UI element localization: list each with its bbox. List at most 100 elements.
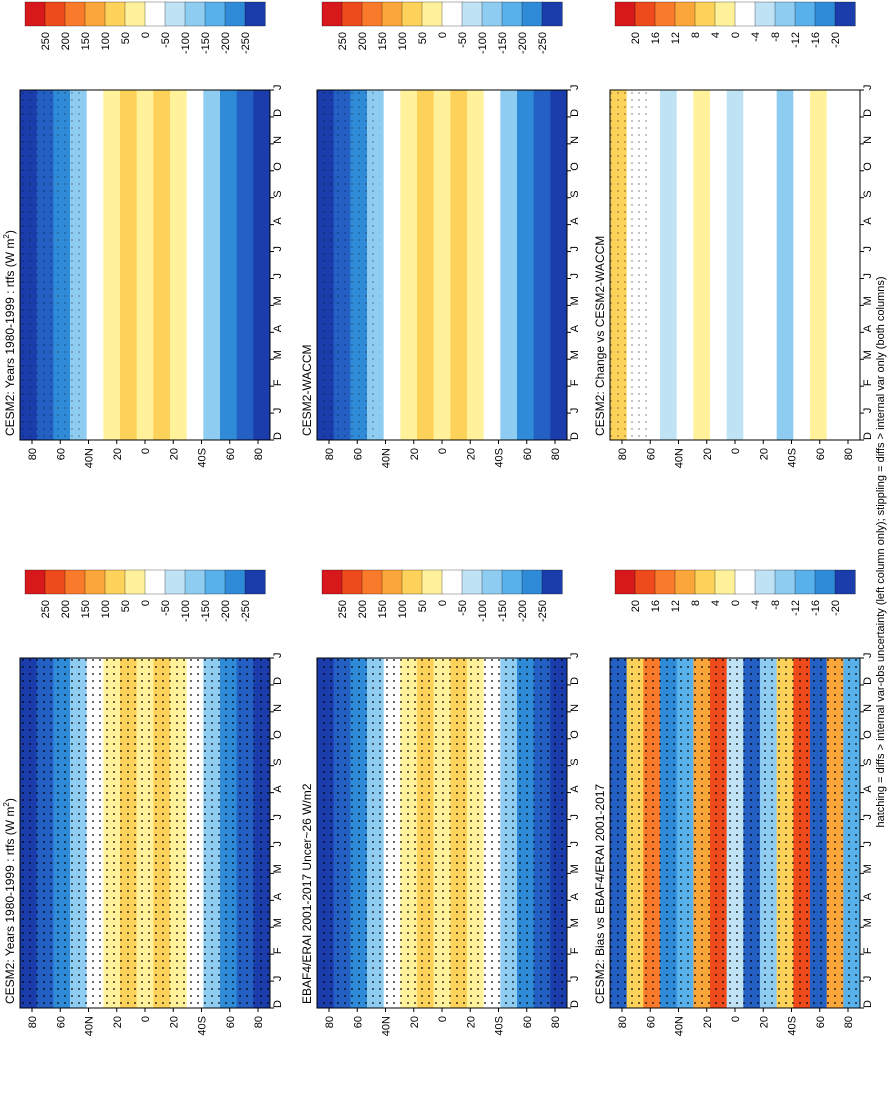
month-label: D — [272, 677, 284, 685]
colorbar-label: 50 — [120, 32, 132, 44]
colorbar-swatch — [144, 569, 166, 595]
month-label: J — [862, 85, 874, 91]
colorbar-swatch — [381, 1, 403, 27]
colorbar-label: 50 — [417, 600, 429, 612]
colorbar-swatch — [674, 1, 696, 27]
month-label: O — [569, 730, 581, 739]
month-label: J — [272, 273, 284, 279]
colorbar-label: 250 — [40, 600, 52, 618]
lat-label: 80 — [253, 1016, 265, 1028]
colorbar-label: 250 — [337, 600, 349, 618]
lat-band — [220, 90, 238, 440]
lat-band — [710, 90, 728, 440]
colorbar-swatch — [694, 1, 716, 27]
month-label: M — [862, 350, 874, 359]
lat-label: 80 — [27, 1016, 39, 1028]
month-label: N — [569, 704, 581, 712]
month-label: M — [569, 350, 581, 359]
lat-band — [793, 90, 811, 440]
month-label: F — [569, 379, 581, 386]
colorbar-label: -50 — [160, 32, 172, 48]
lat-band — [533, 90, 551, 440]
lat-label: 60 — [815, 448, 827, 460]
colorbar: 250 200 150 100 50 0 -50 -100 -150 -200 -250 — [24, 569, 266, 622]
colorbar-swatch — [614, 1, 636, 27]
colorbar-swatch — [84, 1, 106, 27]
lat-band — [726, 90, 744, 440]
month-label: O — [569, 162, 581, 171]
colorbar-label: 0 — [140, 600, 152, 606]
figure-footnote: hatching = diffs > internal var-obs unce… — [875, 276, 887, 827]
colorbar-swatch — [144, 1, 166, 27]
colorbar: 250 200 150 100 50 0 -50 -100 -150 -200 -250 — [321, 569, 563, 622]
colorbar-label: -16 — [810, 600, 822, 616]
month-label: A — [272, 785, 284, 793]
colorbar-swatch — [164, 569, 186, 595]
month-label: A — [569, 892, 581, 900]
lat-label: 20 — [758, 1016, 770, 1028]
colorbar-swatch — [321, 1, 343, 27]
colorbar-label: 50 — [417, 32, 429, 44]
colorbar-label: -20 — [830, 32, 842, 48]
lat-label: 40S — [197, 448, 209, 468]
lat-band — [467, 90, 485, 440]
lat-label: 40S — [197, 1016, 209, 1036]
colorbar-swatch — [184, 1, 206, 27]
colorbar-swatch — [204, 569, 226, 595]
panel-title: CESM2: Change vs CESM2-WACCM — [593, 236, 607, 436]
month-label: A — [272, 892, 284, 900]
colorbar: 20 16 12 8 4 0 -4 -8 -12 -16 -20 — [614, 569, 856, 616]
lat-band — [236, 90, 254, 440]
colorbar-swatch — [441, 569, 463, 595]
month-label: D — [862, 1000, 874, 1008]
colorbar-swatch — [694, 569, 716, 595]
colorbar-swatch — [224, 569, 246, 595]
panel-title-text: CESM2: Bias vs EBAF4/ERAI 2001-2017 — [593, 784, 607, 1004]
stipple-region — [317, 658, 567, 1008]
lat-label: 0 — [437, 448, 449, 454]
colorbar-swatch — [814, 569, 836, 595]
lat-label: 60 — [225, 448, 237, 460]
colorbar-swatch — [401, 1, 423, 27]
colorbar-label: -50 — [457, 32, 469, 48]
lat-label: 0 — [730, 1016, 742, 1022]
colorbar-label: 150 — [80, 32, 92, 50]
month-label: J — [569, 976, 581, 982]
lat-label: 80 — [324, 1016, 336, 1028]
month-label: J — [272, 976, 284, 982]
lat-band — [826, 90, 844, 440]
colorbar-swatch — [501, 1, 523, 27]
lat-label: 40S — [787, 448, 799, 468]
colorbar-label: -50 — [457, 600, 469, 616]
month-label: J — [569, 841, 581, 847]
stipple-region — [610, 90, 650, 440]
lat-band — [86, 90, 104, 440]
month-label: M — [569, 296, 581, 305]
colorbar-label: 200 — [357, 32, 369, 50]
month-label: M — [569, 918, 581, 927]
colorbar-swatch — [794, 1, 816, 27]
colorbar-swatch — [104, 569, 126, 595]
colorbar-label: -200 — [517, 600, 529, 622]
panel-title: CESM2: Years 1980-1999 : rtfs (W m2) — [2, 798, 17, 1004]
lat-label: 20 — [112, 448, 124, 460]
colorbar: 250 200 150 100 50 0 -50 -100 -150 -200 -250 — [321, 1, 563, 54]
colorbar-label: 4 — [710, 32, 722, 38]
month-label: A — [272, 217, 284, 225]
lat-label: 80 — [550, 448, 562, 460]
colorbar-label: -100 — [180, 600, 192, 622]
colorbar-swatch — [754, 569, 776, 595]
colorbar-label: -150 — [200, 32, 212, 54]
colorbar-label: 250 — [337, 32, 349, 50]
colorbar-label: -100 — [180, 32, 192, 54]
colorbar-swatch — [521, 569, 543, 595]
colorbar-label: 100 — [397, 32, 409, 50]
month-label: J — [569, 408, 581, 414]
month-label: J — [272, 814, 284, 820]
lat-label: 60 — [815, 1016, 827, 1028]
lat-label: 20 — [409, 1016, 421, 1028]
